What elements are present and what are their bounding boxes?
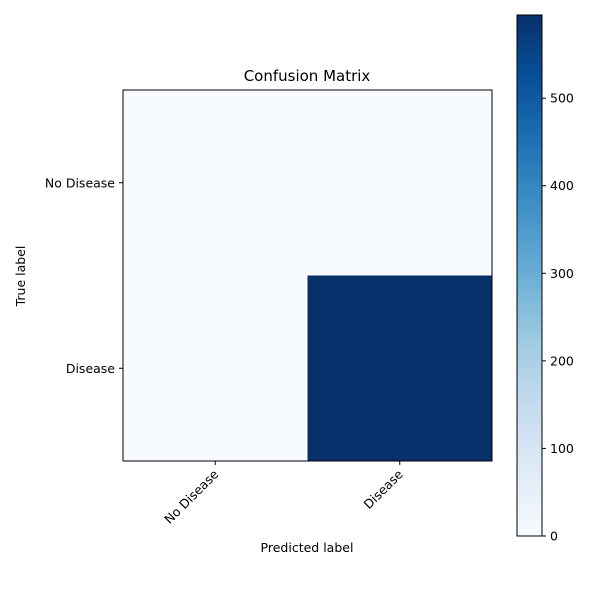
colorbar-frame	[516, 14, 543, 537]
colorbar-tick-label: 0	[550, 529, 558, 544]
colorbar-tick-label: 500	[550, 91, 574, 106]
chart-title: Confusion Matrix	[244, 67, 371, 85]
heatmap-cell-0-1	[307, 90, 493, 276]
heatmap-cells	[123, 90, 493, 462]
plot-frame	[122, 89, 493, 462]
y-tick-label: Disease	[66, 361, 115, 376]
heatmap-cell-1-0	[123, 275, 308, 462]
x-tick-label: Disease	[360, 466, 406, 512]
colorbar-tick-label: 400	[550, 178, 574, 193]
colorbar-gradient	[517, 15, 542, 536]
heatmap-cell-1-1	[307, 275, 493, 462]
y-tick-label: No Disease	[45, 175, 115, 190]
y-axis-ticks: No Disease Disease	[45, 175, 123, 376]
colorbar-tick-label: 100	[550, 441, 574, 456]
x-axis-ticks: No Disease Disease	[161, 461, 406, 527]
colorbar-ticks: 0 100 200 300 400 500	[542, 91, 574, 544]
colorbar-tick-label: 200	[550, 353, 574, 368]
x-tick-label: No Disease	[161, 466, 221, 526]
heatmap-cell-0-0	[123, 90, 308, 276]
y-axis-label: True label	[13, 246, 28, 308]
x-axis-label: Predicted label	[261, 540, 354, 555]
colorbar-tick-label: 300	[550, 266, 574, 281]
